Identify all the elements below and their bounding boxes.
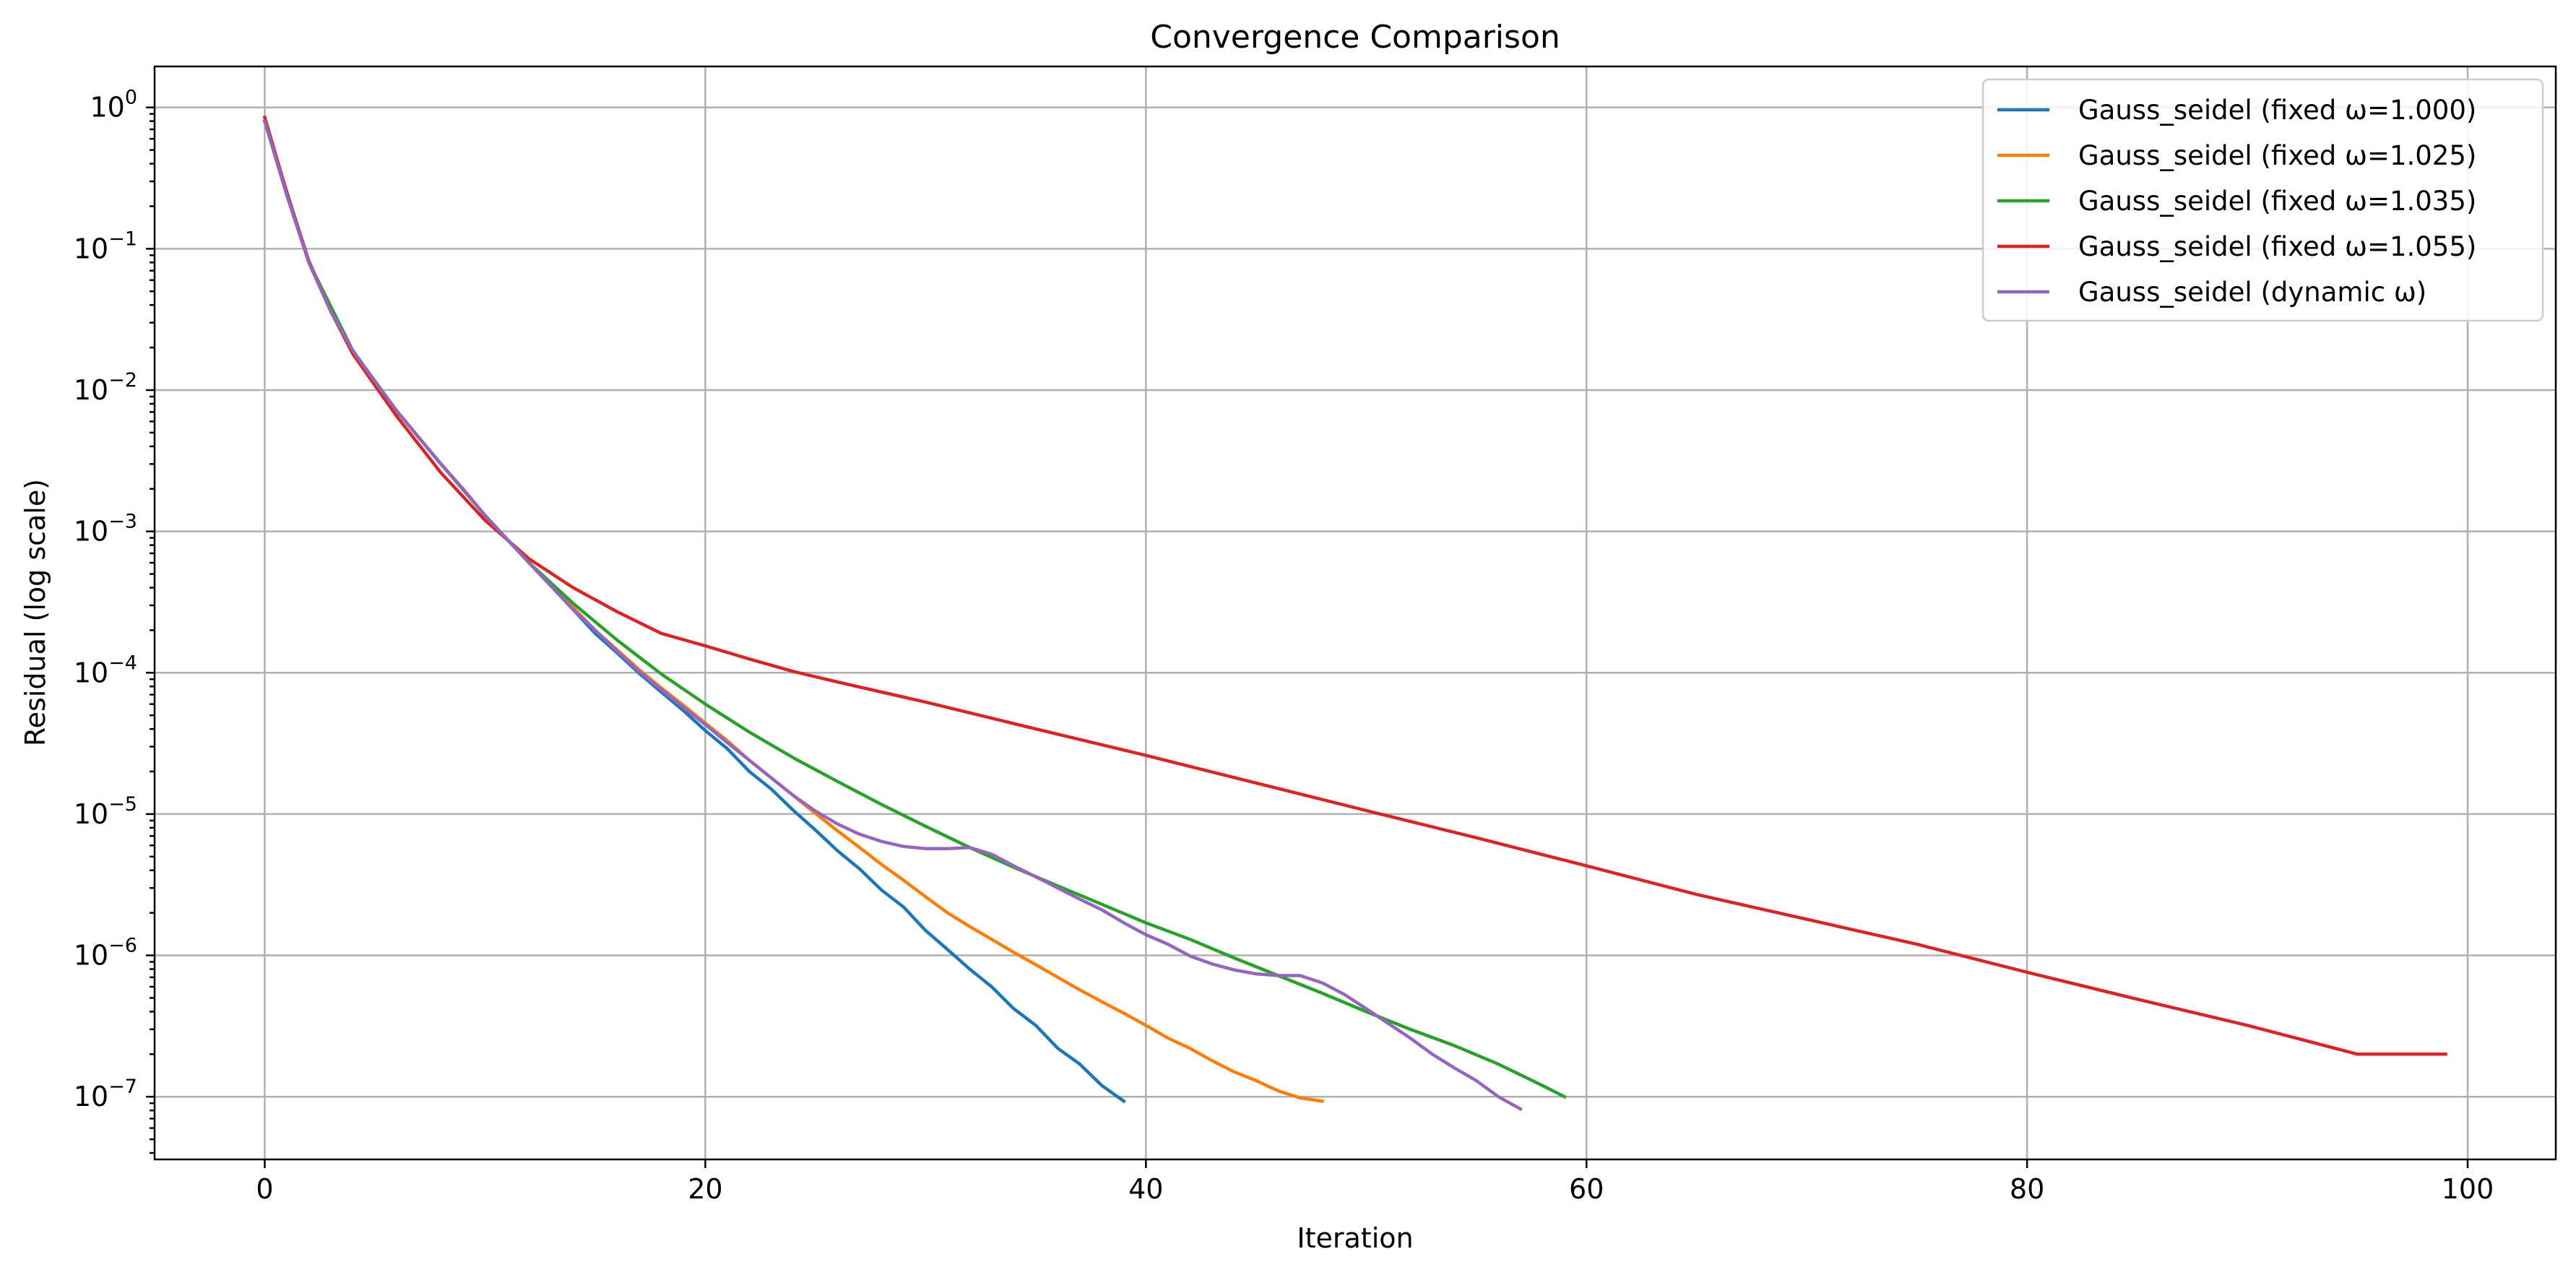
y-tick-base: 10 [74, 374, 108, 406]
x-tick-label: 100 [2442, 1173, 2494, 1205]
y-tick-exponent: −3 [108, 511, 137, 533]
y-tick-base: 10 [74, 940, 108, 972]
y-tick-label: 100 [90, 87, 137, 124]
series-layer [262, 115, 2447, 1112]
x-tick-label: 0 [256, 1173, 273, 1205]
y-tick-base: 10 [74, 657, 108, 688]
legend-label: Gauss_seidel (dynamic ω) [2078, 277, 2426, 308]
legend-label: Gauss_seidel (fixed ω=1.035) [2078, 186, 2476, 217]
series-line-5 [262, 118, 1523, 1112]
y-tick-label: 10−2 [74, 369, 137, 406]
legend: Gauss_seidel (fixed ω=1.000) Gauss_seidel… [1981, 78, 2544, 322]
y-tick-label: 10−6 [74, 935, 137, 972]
y-tick-exponent: 0 [125, 87, 137, 109]
x-tick-label: 60 [1569, 1173, 1604, 1205]
legend-label: Gauss_seidel (fixed ω=1.055) [2078, 231, 2476, 262]
x-tick-label: 80 [2010, 1173, 2044, 1205]
y-tick-exponent: −2 [108, 369, 137, 392]
y-tick-base: 10 [90, 92, 124, 124]
legend-box [1981, 78, 2544, 322]
y-tick-base: 10 [74, 516, 108, 548]
y-tick-label: 10−3 [74, 511, 137, 548]
series-line-4 [262, 115, 2447, 1056]
y-tick-base: 10 [74, 798, 108, 830]
y-tick-base: 10 [74, 233, 108, 264]
legend-label: Gauss_seidel (fixed ω=1.025) [2078, 140, 2476, 171]
y-tick-base: 10 [74, 1081, 108, 1112]
tick-layer: 0 20 40 60 80 10010010−110−210−310−410−510−61… [74, 87, 2494, 1205]
y-axis-label: Residual (log scale) [20, 479, 51, 746]
plot-frame [153, 65, 2557, 1161]
y-tick-exponent: −1 [108, 228, 137, 250]
y-tick-exponent: −6 [108, 935, 137, 957]
y-tick-exponent: −5 [108, 793, 137, 816]
y-tick-label: 10−5 [74, 793, 137, 830]
x-axis-label: Iteration [1297, 1222, 1413, 1254]
x-tick-label: 20 [688, 1173, 722, 1205]
y-tick-label: 10−7 [74, 1076, 137, 1112]
y-tick-exponent: −4 [108, 652, 137, 674]
legend-label: Gauss_seidel (fixed ω=1.000) [2078, 95, 2476, 126]
y-tick-label: 10−4 [74, 652, 137, 688]
chart-title: Convergence Comparison [1150, 19, 1560, 56]
y-tick-label: 10−1 [74, 228, 137, 264]
x-tick-label: 40 [1128, 1173, 1163, 1205]
y-tick-exponent: −7 [108, 1076, 137, 1098]
